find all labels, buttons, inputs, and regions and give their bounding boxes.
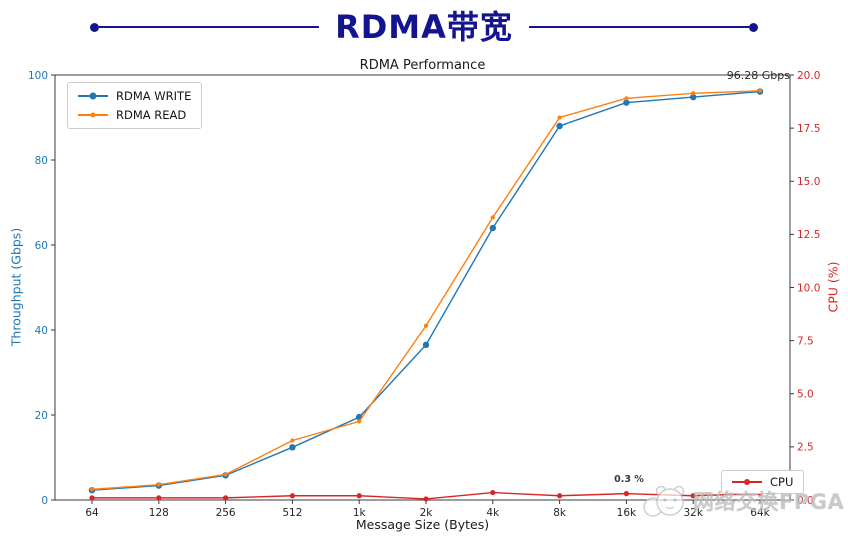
right-axis-tick-label: 15.0: [797, 176, 820, 188]
right-axis-tick-label: 7.5: [797, 335, 814, 347]
legend-label-cpu: CPU: [770, 475, 794, 489]
right-axis-tick-label: 10.0: [797, 282, 820, 294]
legend-item-rdma-read: RDMA READ: [78, 108, 191, 122]
series-marker-rdma-read: [757, 88, 763, 93]
right-axis-tick-label: 0.0: [797, 495, 814, 507]
page-title: RDMA带宽: [335, 8, 513, 46]
series-marker-rdma-read: [223, 472, 228, 477]
series-marker-cpu: [557, 493, 563, 499]
x-axis-tick-label: 128: [149, 507, 169, 519]
x-axis-tick-label: 2k: [420, 507, 434, 519]
series-marker-rdma-write: [289, 444, 296, 451]
x-axis-tick-label: 64: [85, 507, 99, 519]
header-left-dot: [90, 22, 99, 32]
series-marker-rdma-read: [557, 115, 562, 120]
left-axis-tick-label: 60: [35, 240, 48, 252]
series-marker-cpu: [89, 495, 95, 501]
x-axis-tick-label: 256: [216, 507, 236, 519]
series-marker-cpu: [423, 496, 429, 502]
series-marker-rdma-read: [423, 323, 429, 328]
left-axis-tick-label: 20: [35, 410, 48, 422]
left-axis-tick-label: 40: [35, 325, 48, 337]
series-marker-rdma-read: [89, 487, 95, 492]
x-axis-tick-label: 8k: [553, 507, 567, 519]
peak-throughput-annotation: 96.28 Gbps: [726, 69, 790, 82]
rdma-read-line-swatch-icon: [78, 111, 108, 120]
series-line-rdma-read: [91, 90, 761, 491]
right-axis-tick-label: 12.5: [797, 229, 820, 241]
series-marker-cpu: [289, 493, 295, 499]
header-left-rule: [99, 25, 320, 29]
left-axis-tick-label: 100: [28, 70, 48, 82]
legend-cpu: CPU: [721, 470, 805, 494]
series-marker-rdma-read: [156, 482, 161, 487]
legend-throughput: RDMA WRITE RDMA READ: [67, 82, 203, 129]
chart-title: RDMA Performance: [359, 58, 486, 73]
x-axis-tick-label: 16k: [617, 507, 637, 519]
right-axis-tick-label: 17.5: [797, 123, 820, 135]
rdma-write-line-swatch-icon: [78, 92, 108, 101]
series-marker-rdma-read: [691, 91, 696, 96]
legend-item-rdma-write: RDMA WRITE: [78, 89, 191, 103]
plot-frame: [54, 74, 791, 501]
x-axis-tick-label: 4k: [486, 507, 500, 519]
series-marker-cpu: [223, 495, 229, 501]
series-marker-cpu: [356, 493, 362, 499]
x-axis-tick-label: 32k: [683, 507, 703, 519]
legend-item-cpu: CPU: [732, 475, 793, 489]
series-marker-rdma-write: [422, 341, 430, 349]
left-y-axis-label: Throughput (Gbps): [8, 227, 24, 347]
series-marker-rdma-write: [556, 122, 563, 130]
header-right-rule: [528, 25, 750, 29]
header-right-dot: [749, 22, 759, 32]
x-axis-tick-label: 1k: [353, 507, 367, 519]
right-y-axis-label: CPU (%): [825, 261, 841, 313]
left-axis-tick-label: 0: [41, 495, 48, 507]
right-axis-tick-label: 5.0: [797, 389, 814, 401]
x-axis-tick-label: 64k: [750, 507, 770, 519]
series-marker-cpu: [156, 495, 162, 501]
series-marker-rdma-read: [490, 215, 495, 220]
series-marker-rdma-write: [690, 93, 697, 101]
legend-label-rdma-write: RDMA WRITE: [116, 89, 192, 103]
series-marker-rdma-read: [290, 438, 295, 443]
x-axis-label: Message Size (Bytes): [355, 517, 490, 532]
cpu-value-annotation: 0.3 %: [614, 474, 644, 485]
series-marker-rdma-read: [624, 96, 629, 101]
series-marker-cpu: [490, 489, 496, 496]
series-marker-cpu: [690, 493, 696, 499]
right-axis-tick-label: 20.0: [797, 70, 820, 82]
x-axis-tick-label: 512: [282, 507, 302, 519]
series-marker-rdma-read: [357, 419, 362, 424]
cpu-line-swatch-icon: [732, 478, 762, 487]
legend-label-rdma-read: RDMA READ: [116, 108, 187, 122]
right-axis-tick-label: 2.5: [797, 442, 814, 454]
series-marker-rdma-write: [489, 224, 496, 232]
series-line-rdma-write: [91, 90, 761, 491]
series-marker-cpu: [623, 491, 630, 497]
series-marker-rdma-write: [623, 99, 630, 106]
header-banner: RDMA带宽: [0, 4, 848, 50]
left-axis-tick-label: 80: [35, 155, 48, 167]
